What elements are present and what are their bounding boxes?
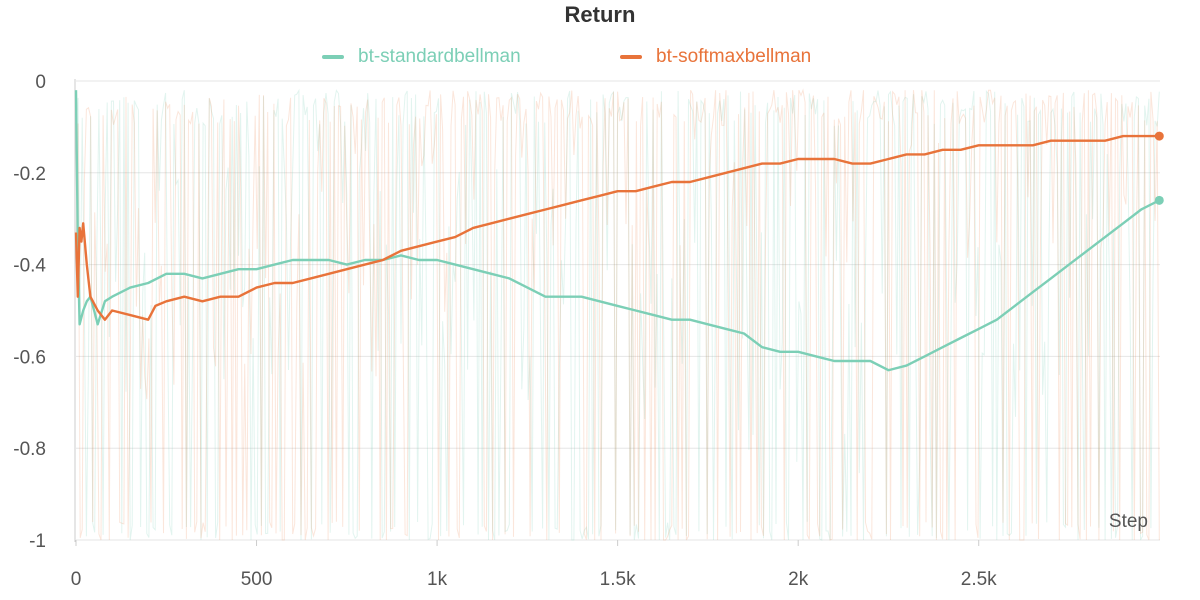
series-softmaxbellman: [74, 131, 1164, 321]
legend-label-standardbellman: bt-standardbellman: [358, 46, 521, 67]
series-standardbellman: [74, 90, 1164, 372]
raw-signal-line: [75, 88, 1160, 541]
raw-signal-series: [75, 88, 1160, 541]
series-layer: [74, 90, 1164, 372]
chart-title: Return: [564, 2, 636, 27]
raw-signal-layer: [75, 88, 1160, 541]
legend-swatch-softmaxbellman: [620, 55, 642, 59]
legend: bt-standardbellman bt-softmaxbellman: [0, 46, 1200, 72]
y-tick-label: -0.6: [13, 347, 46, 368]
series-endpoint: [1154, 195, 1164, 205]
x-tick-label: 2k: [788, 569, 809, 590]
raw-signal-line: [75, 88, 1160, 541]
y-tick-label: -0.4: [13, 256, 46, 277]
legend-label-softmaxbellman: bt-softmaxbellman: [656, 46, 812, 67]
x-tick-label: 500: [241, 569, 273, 590]
x-tick-label: 2.5k: [961, 569, 997, 590]
series-line: [74, 134, 1160, 321]
y-tick-label: -0.8: [13, 439, 46, 460]
raw-signal-series: [75, 88, 1160, 541]
y-tick-label: -1: [29, 531, 46, 552]
legend-item-softmaxbellman[interactable]: bt-softmaxbellman: [620, 46, 811, 68]
x-tick-label: 1.5k: [600, 569, 636, 590]
axes: Step 0 -0.2 -0.4 -0.6 -0.8 -1 0 500 1k 1.5k 2k 2.5k: [13, 72, 1148, 590]
y-tick-label: -0.2: [13, 164, 46, 185]
x-axis-label: Step: [1109, 511, 1148, 532]
x-tick-label: 0: [71, 569, 82, 590]
series-line: [74, 90, 1160, 372]
y-tick-label: 0: [35, 72, 46, 93]
legend-swatch-standardbellman: [322, 55, 344, 59]
x-tick-label: 1k: [427, 569, 448, 590]
series-endpoint: [1154, 131, 1164, 141]
legend-item-standardbellman[interactable]: bt-standardbellman: [322, 46, 521, 68]
